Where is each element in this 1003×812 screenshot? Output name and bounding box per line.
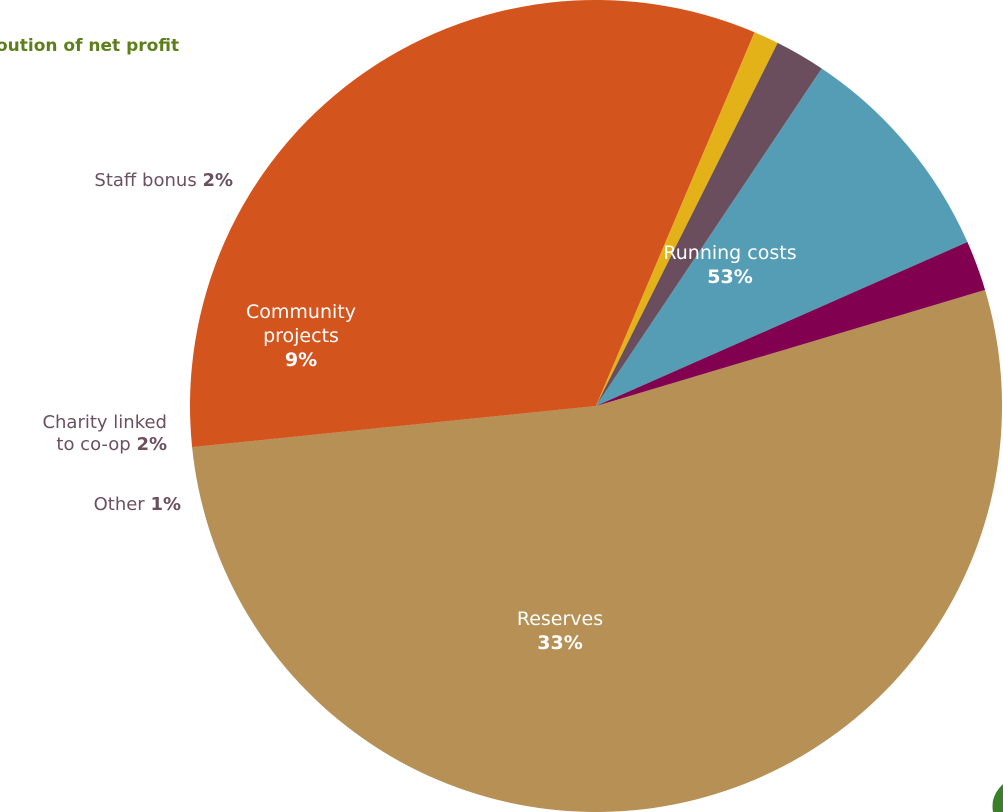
reserves-name: Reserves bbox=[516, 608, 604, 630]
charity-linked-name-line2: to co-op bbox=[56, 434, 131, 455]
slice-label-running-costs: Running costs 53% bbox=[640, 241, 820, 289]
pie-slice-other bbox=[596, 32, 778, 407]
leaf-icon bbox=[992, 784, 1003, 812]
running-costs-percent: 53% bbox=[707, 266, 753, 288]
running-costs-name: Running costs bbox=[663, 242, 797, 264]
chart-title: oution of net profit bbox=[0, 36, 180, 56]
community-projects-name-line2: projects bbox=[263, 325, 339, 347]
slice-label-community-projects: Community projects 9% bbox=[216, 300, 386, 372]
side-label-charity-linked: Charity linked to co-op 2% bbox=[42, 412, 167, 456]
community-projects-percent: 9% bbox=[284, 349, 318, 371]
reserves-percent: 33% bbox=[537, 632, 583, 654]
other-percent: 1% bbox=[150, 494, 181, 515]
slice-label-reserves: Reserves 33% bbox=[490, 607, 630, 655]
pie-slice-staff-bonus bbox=[596, 242, 986, 406]
staff-bonus-percent: 2% bbox=[202, 170, 233, 191]
pie-slice-running-costs bbox=[192, 289, 1002, 812]
charity-linked-name-line1: Charity linked bbox=[42, 412, 167, 433]
charity-linked-percent: 2% bbox=[136, 434, 167, 455]
side-label-staff-bonus: Staff bonus 2% bbox=[94, 170, 233, 192]
community-projects-name-line1: Community bbox=[246, 301, 356, 323]
pie-slice-community-projects bbox=[596, 68, 968, 406]
pie-slice-reserves bbox=[190, 0, 755, 448]
pie-slice-charity-linked-to-co-op bbox=[596, 42, 822, 406]
staff-bonus-name: Staff bonus bbox=[94, 170, 197, 191]
other-name: Other bbox=[93, 494, 145, 515]
side-label-other: Other 1% bbox=[94, 494, 181, 516]
